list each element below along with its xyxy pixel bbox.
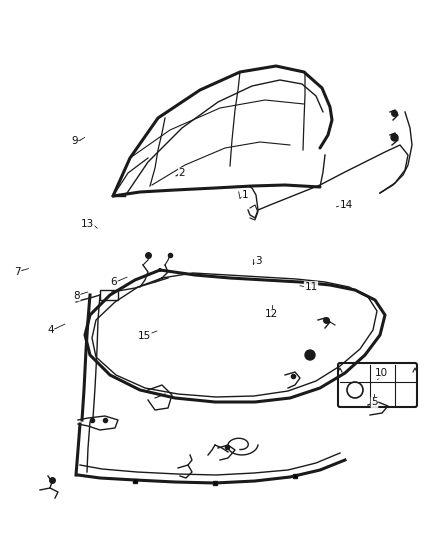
Text: 8: 8 xyxy=(73,291,80,301)
FancyBboxPatch shape xyxy=(338,363,417,407)
Text: 4: 4 xyxy=(47,326,54,335)
Text: 10: 10 xyxy=(374,368,388,378)
Text: 12: 12 xyxy=(265,310,278,319)
Text: 1: 1 xyxy=(242,190,249,199)
Text: 5: 5 xyxy=(371,398,378,407)
Text: 2: 2 xyxy=(178,168,185,178)
Text: 6: 6 xyxy=(110,278,117,287)
Text: 13: 13 xyxy=(81,219,94,229)
Text: 9: 9 xyxy=(71,136,78,146)
Text: 15: 15 xyxy=(138,331,151,341)
Text: 3: 3 xyxy=(255,256,262,266)
Circle shape xyxy=(305,350,315,360)
Text: 11: 11 xyxy=(304,282,318,292)
Bar xyxy=(100,290,118,300)
Text: 14: 14 xyxy=(339,200,353,210)
Text: 7: 7 xyxy=(14,267,21,277)
